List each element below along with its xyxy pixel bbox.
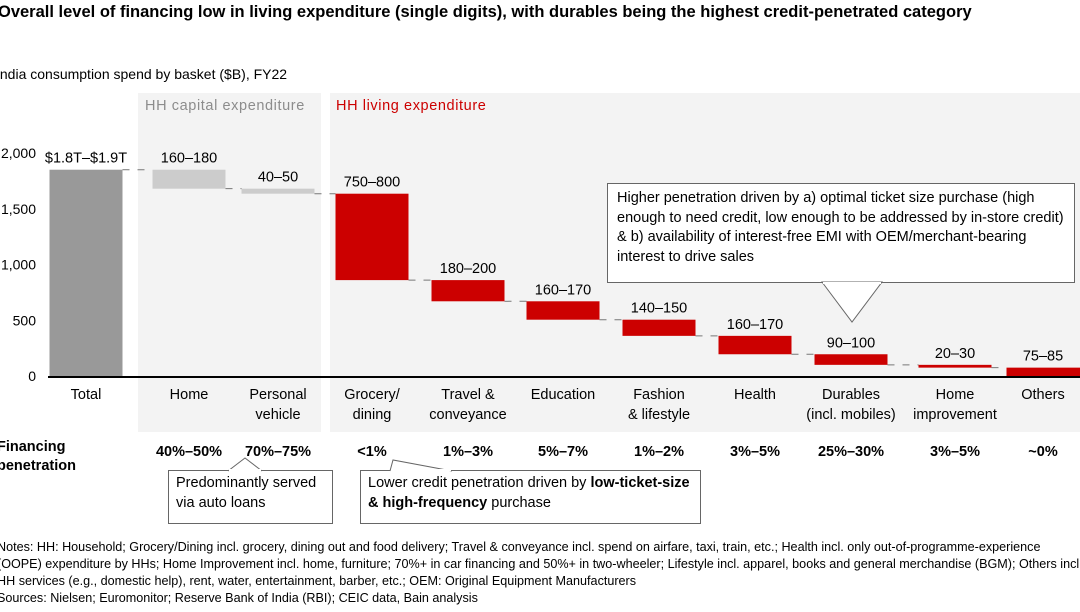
financing-value: 70%–75% [245,444,311,460]
financing-value: ~0% [1028,444,1058,460]
durables-callout: Higher penetration driven by a) optimal … [607,183,1075,283]
chart-title: Overall level of financing low in living… [0,3,972,21]
bar-durables-incl-mobiles- [814,354,888,365]
value-label: 90–100 [827,335,875,351]
category-label: Durables [822,387,880,403]
bar-home-improvement [918,364,992,368]
category-label: Others [1021,387,1065,403]
category-label: dining [353,407,392,423]
sources-text: Sources: Nielsen; Euromonitor; Reserve B… [0,591,478,605]
financing-value: 40%–50% [156,444,222,460]
financing-value: 3%–5% [930,444,980,460]
category-label: Travel & [441,387,495,403]
bar-travel-conveyance [431,280,505,302]
chart-subtitle: India consumption spend by basket ($B), … [0,66,288,82]
financing-value: 5%–7% [538,444,588,460]
financing-label-line: Financing [0,439,66,455]
durables-callout-text: Higher penetration driven by a) optimal … [617,190,1064,265]
bar-home [152,169,226,189]
category-label: & lifestyle [628,407,690,423]
grocery-callout-bold: low-ticket-size & high-frequency [368,475,690,511]
grocery-callout-text: Lower credit penetration driven by [368,475,591,491]
bar-fashion-lifestyle [622,319,696,336]
category-label: (incl. mobiles) [806,407,895,423]
grocery-callout-text-end: purchase [487,494,551,511]
bar-others [1006,367,1080,376]
financing-penetration-label: Financing penetration [0,438,76,476]
value-label: 20–30 [935,346,975,362]
financing-value: 3%–5% [730,444,780,460]
category-label: improvement [913,407,997,423]
category-label: Grocery/ [344,387,401,403]
value-label: 180–200 [440,261,496,277]
financing-label-line: penetration [0,458,76,474]
category-label: Fashion [633,387,685,403]
grocery-callout: Lower credit penetration driven by low-t… [360,470,701,524]
category-label: vehicle [255,407,300,423]
value-label: 160–170 [727,317,783,333]
financing-value: 1%–2% [634,444,684,460]
category-label: conveyance [429,407,506,423]
value-label: 160–180 [161,151,217,167]
y-tick-label: 1,500 [1,201,36,217]
category-label: Personal [249,387,306,403]
financing-value: <1% [357,444,387,460]
value-label: 750–800 [344,175,400,191]
bar-personal-vehicle [241,188,315,194]
group-label-living: HH living expenditure [336,98,486,114]
category-label: Health [734,387,776,403]
value-label: 160–170 [535,282,591,298]
category-label: Total [71,387,102,403]
category-label: Home [170,387,209,403]
group-label-capital: HH capital expenditure [145,98,305,114]
category-label: Home [936,387,975,403]
y-tick-label: 500 [13,312,37,328]
vehicle-callout-text: Predominantly served via auto loans [176,475,317,511]
value-label: 75–85 [1023,349,1063,365]
notes-text: Notes: HH: Household; Grocery/Dining inc… [0,540,1080,588]
financing-value: 1%–3% [443,444,493,460]
y-tick-label: 0 [28,368,36,384]
bar-education [526,301,600,320]
y-tick-label: 2,000 [1,145,36,161]
y-tick-label: 1,000 [1,257,36,273]
financing-value: 25%–30% [818,444,884,460]
vehicle-callout: Predominantly served via auto loans [168,470,333,524]
value-label: $1.8T–$1.9T [45,151,127,167]
category-label: Education [531,387,596,403]
value-label: 40–50 [258,170,298,186]
bar-total [49,169,123,376]
notes: Notes: HH: Household; Grocery/Dining inc… [0,539,1080,607]
value-label: 140–150 [631,301,687,317]
bar-grocery-dining [335,193,409,281]
capital-expenditure-panel [138,93,321,432]
bar-health [718,335,792,355]
